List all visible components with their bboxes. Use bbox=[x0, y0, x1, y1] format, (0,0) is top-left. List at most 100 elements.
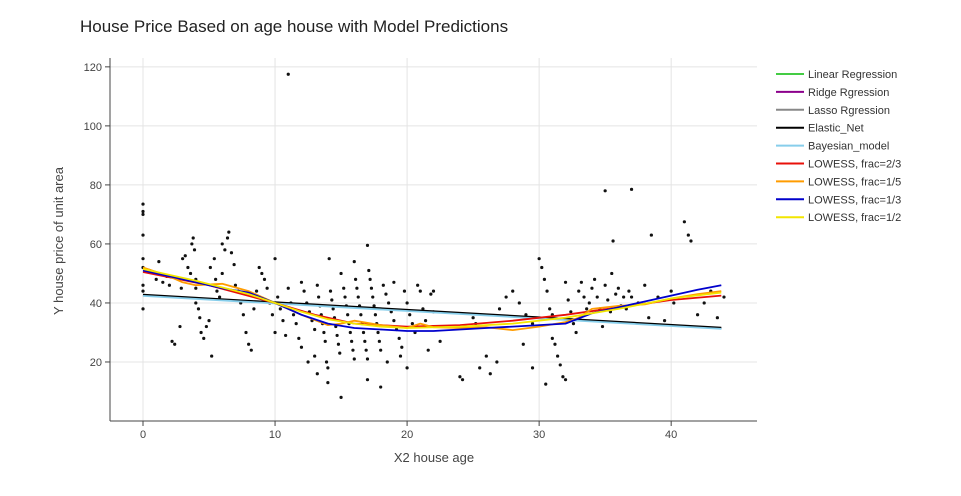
x-tick-label: 40 bbox=[665, 429, 677, 441]
data-point bbox=[348, 330, 352, 335]
data-point bbox=[585, 307, 589, 311]
data-point bbox=[682, 220, 686, 224]
data-point bbox=[313, 327, 317, 332]
data-point bbox=[260, 271, 264, 276]
data-point bbox=[343, 295, 347, 299]
legend-label: LOWESS, frac=2/3 bbox=[808, 159, 901, 171]
data-point bbox=[405, 366, 409, 370]
data-point bbox=[702, 301, 706, 305]
data-point bbox=[353, 277, 358, 281]
data-point bbox=[141, 209, 145, 214]
y-tick-label: 120 bbox=[84, 62, 102, 74]
data-point bbox=[317, 295, 321, 299]
data-point bbox=[323, 339, 327, 343]
data-point bbox=[324, 360, 329, 364]
data-point bbox=[400, 345, 404, 349]
data-point bbox=[571, 322, 576, 326]
data-point bbox=[291, 313, 296, 317]
data-point bbox=[429, 292, 433, 296]
data-point bbox=[352, 260, 356, 264]
y-tick-label: 80 bbox=[90, 180, 102, 192]
data-point bbox=[257, 265, 261, 270]
data-point bbox=[405, 301, 409, 305]
data-point bbox=[376, 330, 380, 335]
data-point bbox=[202, 336, 206, 340]
data-point bbox=[212, 257, 216, 261]
data-point bbox=[627, 289, 631, 293]
legend: Linear Regression Ridge Rgression Lasso Rg… bbox=[776, 69, 901, 224]
data-point bbox=[426, 348, 430, 352]
y-tick-label: 60 bbox=[90, 239, 102, 251]
data-point bbox=[577, 289, 581, 293]
legend-label: Elastic_Net bbox=[808, 123, 864, 135]
data-point bbox=[299, 280, 304, 284]
data-point bbox=[629, 295, 634, 299]
data-point bbox=[603, 189, 607, 193]
data-point bbox=[328, 289, 333, 293]
data-point bbox=[662, 319, 667, 323]
data-point bbox=[553, 342, 557, 346]
data-point bbox=[595, 295, 599, 299]
data-point bbox=[377, 339, 381, 343]
data-point bbox=[438, 339, 442, 343]
data-point bbox=[154, 277, 158, 281]
data-point bbox=[315, 283, 319, 287]
data-point bbox=[365, 378, 370, 382]
chart-title: House Price Based on age house with Mode… bbox=[80, 17, 508, 36]
plot-area: 0 10 20 30 40 20 40 60 80 100 120 bbox=[84, 58, 757, 441]
data-point bbox=[192, 248, 197, 252]
data-point bbox=[210, 354, 214, 358]
data-point bbox=[398, 354, 403, 358]
data-point bbox=[421, 307, 425, 311]
data-point bbox=[326, 366, 330, 370]
data-point bbox=[686, 233, 690, 237]
data-point bbox=[361, 330, 366, 335]
data-point bbox=[521, 342, 525, 346]
data-point bbox=[643, 283, 647, 287]
data-point bbox=[306, 360, 310, 364]
legend-label: LOWESS, frac=1/2 bbox=[808, 212, 901, 224]
data-point bbox=[327, 257, 331, 261]
data-point bbox=[262, 277, 267, 281]
data-point bbox=[367, 268, 371, 273]
data-point bbox=[191, 236, 195, 240]
data-point bbox=[561, 375, 565, 379]
data-point bbox=[217, 295, 222, 299]
data-point bbox=[418, 289, 422, 293]
data-point bbox=[232, 262, 236, 267]
data-point bbox=[141, 233, 145, 237]
data-point bbox=[351, 348, 355, 352]
data-point bbox=[141, 212, 145, 217]
data-point bbox=[369, 286, 374, 290]
data-point bbox=[540, 265, 544, 270]
data-point bbox=[590, 286, 594, 290]
data-point bbox=[157, 260, 161, 264]
data-point bbox=[542, 277, 547, 281]
data-point bbox=[587, 301, 591, 305]
y-tick-label: 20 bbox=[90, 357, 102, 369]
data-point bbox=[356, 295, 360, 299]
data-point bbox=[548, 307, 552, 311]
data-point bbox=[410, 322, 414, 326]
data-point bbox=[315, 372, 319, 376]
data-point bbox=[371, 295, 375, 299]
data-point bbox=[649, 233, 653, 237]
data-point bbox=[397, 336, 401, 340]
data-point bbox=[365, 243, 370, 248]
data-point bbox=[229, 251, 234, 255]
data-point bbox=[488, 372, 492, 376]
data-point bbox=[141, 283, 145, 287]
data-point bbox=[215, 289, 219, 293]
data-point bbox=[167, 283, 172, 287]
data-point bbox=[416, 283, 420, 287]
data-point bbox=[478, 366, 482, 370]
x-axis-title: X2 house age bbox=[394, 450, 474, 465]
data-point bbox=[294, 322, 298, 326]
series-line bbox=[142, 266, 722, 331]
data-point bbox=[537, 257, 541, 261]
data-point bbox=[173, 342, 177, 346]
data-point bbox=[672, 301, 676, 305]
data-point bbox=[722, 295, 726, 299]
data-point bbox=[392, 280, 396, 284]
data-point bbox=[647, 316, 651, 320]
